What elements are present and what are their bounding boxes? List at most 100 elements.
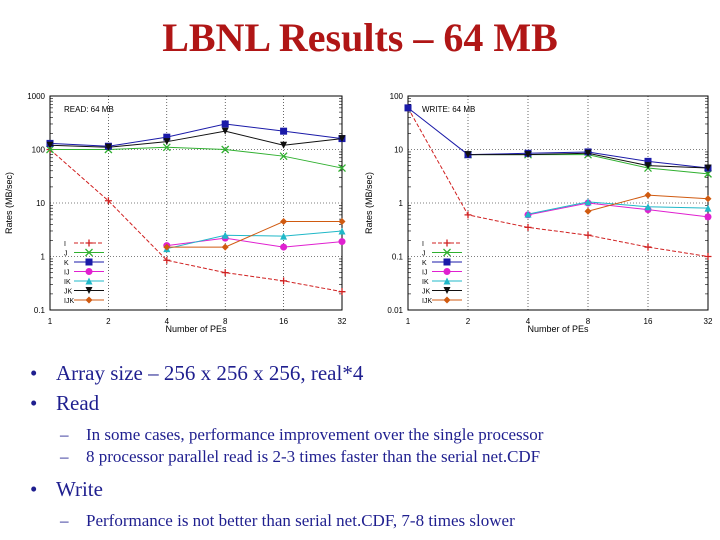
write-chart: 1 2 4 8 16 32 0.01 0.1 1 10 100 Number of PEs Rates … bbox=[362, 86, 714, 336]
series-ik bbox=[163, 227, 346, 253]
data-point bbox=[221, 243, 229, 251]
data-point bbox=[221, 269, 229, 277]
y-tick-label: 0.1 bbox=[34, 306, 46, 315]
series-j bbox=[46, 143, 346, 173]
sub-bullet-text: 8 processor parallel read is 2-3 times f… bbox=[86, 447, 541, 466]
y-tick-label: 100 bbox=[32, 146, 46, 155]
data-point bbox=[644, 243, 652, 251]
x-tick-label: 2 bbox=[466, 317, 471, 326]
data-point bbox=[280, 127, 288, 135]
bullet-dot: • bbox=[30, 477, 38, 501]
data-point bbox=[524, 210, 532, 218]
x-tick-label: 2 bbox=[106, 317, 111, 326]
data-point bbox=[163, 243, 171, 251]
data-point bbox=[704, 213, 712, 221]
series-line bbox=[407, 107, 709, 257]
legend-label: J bbox=[64, 251, 68, 258]
series-line bbox=[166, 230, 343, 250]
legend-marker bbox=[85, 248, 93, 257]
legend-label: IJK bbox=[64, 298, 74, 305]
bullet-text: Write bbox=[56, 477, 103, 501]
data-point bbox=[704, 204, 712, 212]
y-tick-label: 1 bbox=[41, 253, 46, 262]
data-point bbox=[280, 218, 288, 226]
data-point bbox=[524, 151, 532, 159]
data-point bbox=[221, 231, 229, 239]
bullet-item: • Read bbox=[30, 388, 710, 418]
data-point bbox=[584, 149, 592, 157]
legend-marker bbox=[85, 296, 93, 304]
series-ij bbox=[163, 234, 346, 251]
series-i bbox=[46, 146, 346, 296]
legend-label: IK bbox=[422, 279, 429, 286]
sub-bullet-dash: – bbox=[60, 511, 69, 530]
data-point bbox=[464, 211, 472, 219]
series-jk bbox=[464, 149, 712, 172]
series-ij bbox=[524, 199, 712, 221]
data-point bbox=[704, 195, 712, 203]
series-k bbox=[404, 104, 712, 172]
sub-bullet-item: – Performance is not better than serial … bbox=[30, 510, 710, 532]
legend-label: I bbox=[64, 241, 66, 248]
data-point bbox=[704, 164, 712, 172]
series-i bbox=[404, 104, 712, 260]
sub-bullet-text: Performance is not better than serial ne… bbox=[86, 511, 515, 530]
x-tick-label: 32 bbox=[338, 317, 347, 326]
x-axis-label: Number of PEs bbox=[527, 324, 589, 334]
x-tick-label: 16 bbox=[644, 317, 653, 326]
data-point bbox=[221, 145, 230, 154]
data-point bbox=[644, 191, 652, 199]
data-point bbox=[163, 256, 171, 264]
legend-label: IJK bbox=[422, 298, 432, 305]
legend-label: K bbox=[64, 260, 69, 267]
data-point bbox=[584, 207, 592, 215]
series-line bbox=[49, 149, 343, 293]
data-point bbox=[338, 288, 346, 296]
y-axis-label: Rates (MB/sec) bbox=[4, 172, 14, 234]
x-axis-label: Number of PEs bbox=[165, 324, 227, 334]
data-point bbox=[221, 120, 229, 128]
legend-label: JK bbox=[64, 289, 73, 296]
sub-bullet-text: In some cases, performance improvement o… bbox=[86, 425, 544, 444]
series-line bbox=[166, 221, 342, 248]
y-tick-label: 1 bbox=[399, 199, 404, 208]
legend-marker bbox=[443, 248, 451, 257]
legend-label: I bbox=[422, 241, 424, 248]
x-tick-label: 1 bbox=[406, 317, 411, 326]
data-point bbox=[279, 152, 288, 161]
series-jk bbox=[46, 127, 346, 151]
bullet-dot: • bbox=[30, 361, 38, 385]
series-line bbox=[407, 107, 709, 169]
bullet-text: Array size – 256 x 256 x 256, real*4 bbox=[56, 361, 364, 385]
bullet-item: • Array size – 256 x 256 x 256, real*4 bbox=[30, 358, 710, 388]
chart-title: WRITE: 64 MB bbox=[422, 105, 475, 114]
bullet-text: Read bbox=[56, 391, 100, 415]
series-line bbox=[527, 201, 709, 215]
data-point bbox=[46, 141, 54, 149]
x-tick-label: 8 bbox=[223, 317, 228, 326]
y-tick-label: 0.1 bbox=[392, 253, 404, 262]
data-point bbox=[338, 218, 346, 226]
data-point bbox=[338, 164, 346, 173]
series-ijk bbox=[163, 218, 346, 251]
bullet-item: • Write bbox=[30, 474, 710, 504]
legend-marker bbox=[85, 277, 93, 285]
y-tick-label: 100 bbox=[390, 92, 404, 101]
legend-marker bbox=[443, 239, 451, 247]
x-tick-label: 1 bbox=[48, 317, 53, 326]
legend-label: J bbox=[422, 251, 426, 258]
data-point bbox=[338, 135, 346, 143]
data-point bbox=[584, 198, 592, 206]
data-point bbox=[162, 143, 171, 152]
legend-label: K bbox=[422, 260, 427, 267]
data-point bbox=[163, 138, 171, 146]
series-line bbox=[49, 130, 343, 148]
data-point bbox=[644, 162, 652, 170]
legend-label: IJ bbox=[64, 270, 69, 277]
bullet-list: • Array size – 256 x 256 x 256, real*4 •… bbox=[30, 358, 710, 532]
data-point bbox=[644, 157, 652, 165]
x-tick-label: 32 bbox=[704, 317, 713, 326]
legend-marker bbox=[85, 268, 93, 275]
